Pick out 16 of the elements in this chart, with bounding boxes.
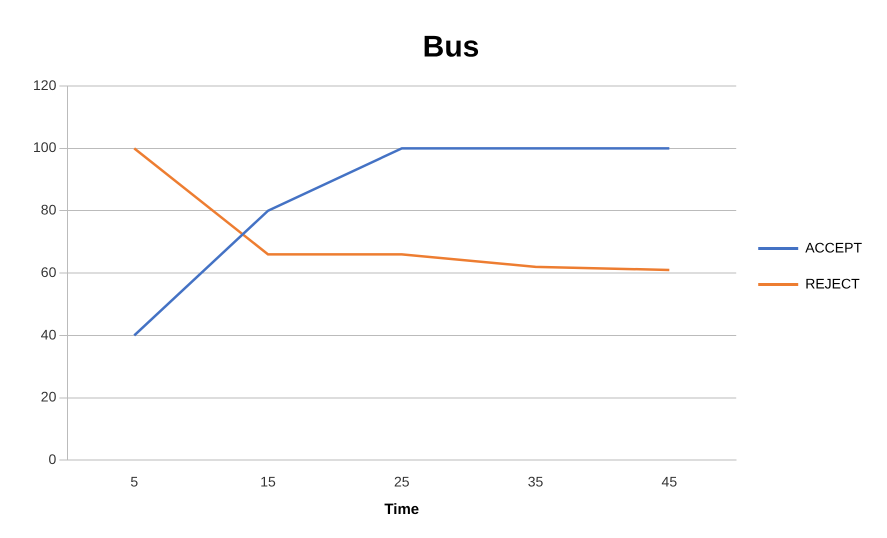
x-tick-label: 25: [394, 473, 410, 490]
y-tick-label: 60: [40, 264, 57, 280]
chart-title: Bus: [422, 30, 480, 64]
x-tick-label: 45: [662, 473, 678, 490]
x-tick-label: 5: [130, 473, 138, 490]
x-axis-title: Time: [384, 501, 420, 518]
y-tick-label: 20: [40, 388, 57, 405]
legend-label: REJECT: [805, 275, 860, 292]
y-tick-label: 0: [48, 451, 57, 468]
x-tick-label: 15: [260, 473, 276, 490]
y-tick-label: 80: [40, 202, 57, 218]
y-tick-label: 120: [33, 76, 57, 93]
legend-label: ACCEPT: [805, 239, 862, 256]
x-tick-label: 35: [528, 473, 544, 490]
y-tick-label: 40: [40, 326, 57, 342]
y-tick-label: 100: [33, 139, 57, 156]
